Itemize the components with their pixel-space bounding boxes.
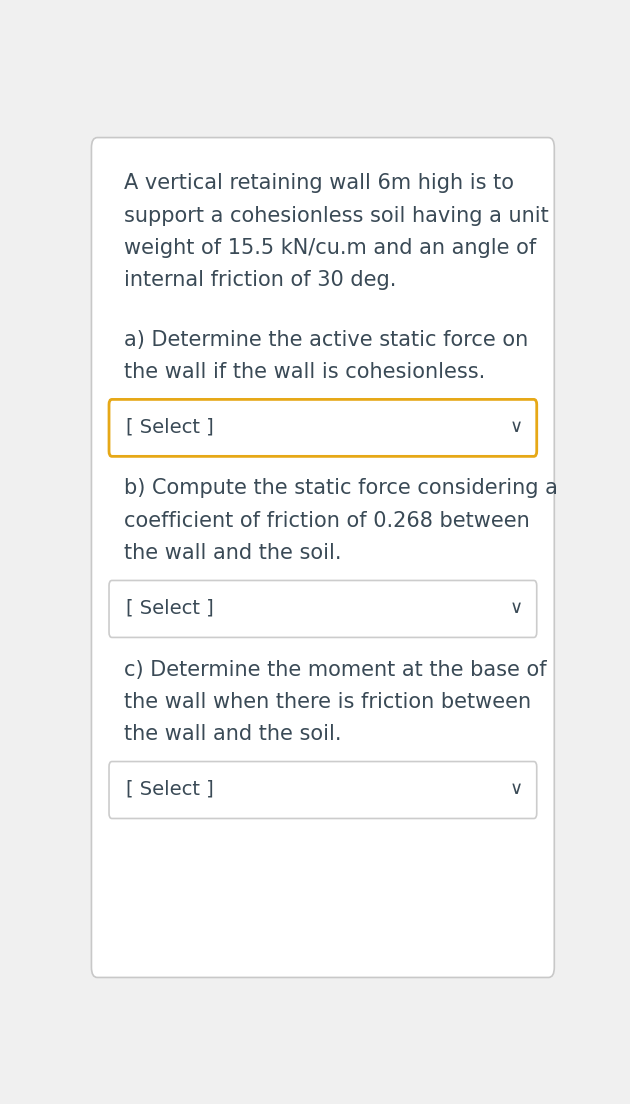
Text: ∨: ∨ [510,598,524,617]
Text: support a cohesionless soil having a unit: support a cohesionless soil having a uni… [124,205,549,225]
FancyBboxPatch shape [109,400,537,456]
FancyBboxPatch shape [109,762,537,818]
Text: [ Select ]: [ Select ] [125,598,214,617]
Text: weight of 15.5 kN/cu.m and an angle of: weight of 15.5 kN/cu.m and an angle of [124,237,536,258]
Text: the wall and the soil.: the wall and the soil. [124,543,341,563]
Text: internal friction of 30 deg.: internal friction of 30 deg. [124,270,396,290]
Text: the wall if the wall is cohesionless.: the wall if the wall is cohesionless. [124,362,485,382]
Text: c) Determine the moment at the base of: c) Determine the moment at the base of [124,659,547,680]
Text: b) Compute the static force considering a: b) Compute the static force considering … [124,478,558,499]
Text: ∨: ∨ [510,779,524,798]
FancyBboxPatch shape [109,581,537,637]
Text: A vertical retaining wall 6m high is to: A vertical retaining wall 6m high is to [124,173,514,193]
Text: ∨: ∨ [510,417,524,436]
Text: the wall and the soil.: the wall and the soil. [124,724,341,744]
FancyBboxPatch shape [91,138,554,977]
Text: [ Select ]: [ Select ] [125,417,214,436]
Text: a) Determine the active static force on: a) Determine the active static force on [124,330,529,350]
Text: [ Select ]: [ Select ] [125,779,214,798]
Text: the wall when there is friction between: the wall when there is friction between [124,692,531,712]
Text: coefficient of friction of 0.268 between: coefficient of friction of 0.268 between [124,511,530,531]
